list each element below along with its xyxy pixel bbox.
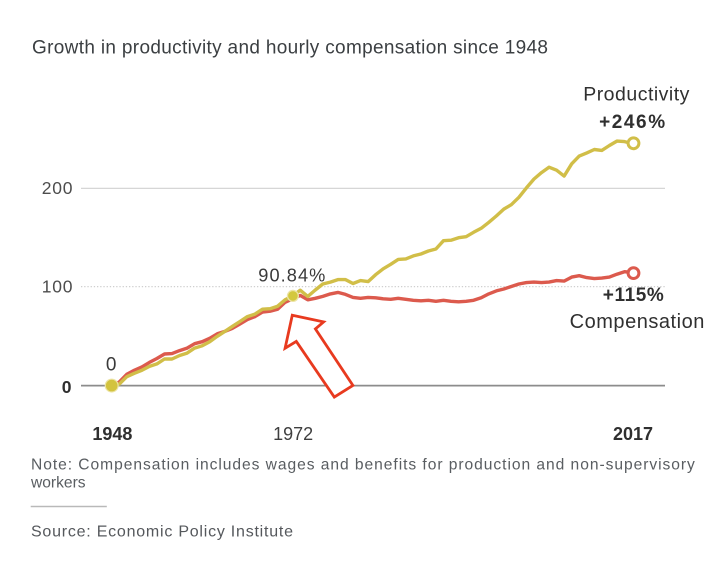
svg-text:+115%: +115% <box>603 285 664 306</box>
svg-text:Productivity: Productivity <box>583 84 689 106</box>
svg-text:0: 0 <box>106 355 117 376</box>
svg-text:2017: 2017 <box>613 424 653 444</box>
svg-text:Growth in productivity and hou: Growth in productivity and hourly compen… <box>32 38 548 59</box>
svg-text:+246%: +246% <box>599 112 665 133</box>
svg-text:200: 200 <box>42 178 73 198</box>
svg-text:1972: 1972 <box>273 424 313 444</box>
svg-text:0: 0 <box>62 377 72 397</box>
svg-text:Compensation: Compensation <box>570 311 705 333</box>
svg-text:Source: Economic Policy Instit: Source: Economic Policy Institute <box>31 523 293 540</box>
svg-text:100: 100 <box>42 277 73 297</box>
svg-text:1948: 1948 <box>92 424 132 444</box>
svg-text:90.84%: 90.84% <box>258 266 325 286</box>
svg-text:Note: Compensation includes wa: Note: Compensation includes wages and be… <box>31 456 695 473</box>
svg-text:workers: workers <box>30 475 86 492</box>
